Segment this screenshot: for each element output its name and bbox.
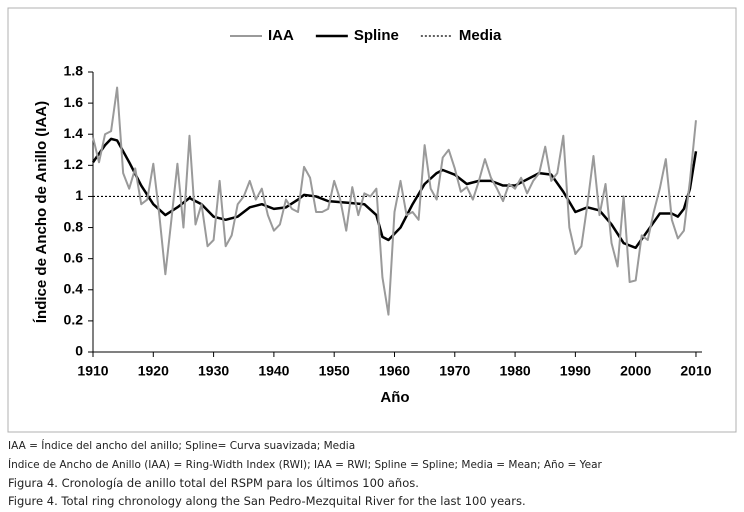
chart-frame xyxy=(7,7,737,433)
y-tick-label: 0.6 xyxy=(64,249,84,265)
x-tick-label: 1930 xyxy=(198,363,229,379)
legend-label: IAA xyxy=(268,27,294,44)
y-tick-label: 0.4 xyxy=(64,280,84,296)
y-tick-label: 0 xyxy=(75,343,83,359)
x-tick-label: 1940 xyxy=(258,363,289,379)
x-tick-label: 1950 xyxy=(319,363,350,379)
y-axis-title: Índice de Ancho de Anillo (IAA) xyxy=(33,101,50,323)
series-line xyxy=(91,137,698,250)
caption-note: IAA = Índice del ancho del anillo; Splin… xyxy=(8,440,356,452)
x-tick-label: 1910 xyxy=(77,363,108,379)
x-tick-label: 1980 xyxy=(500,363,531,379)
legend-label: Media xyxy=(459,27,502,44)
y-tick-label: 1.4 xyxy=(64,125,84,141)
y-tick-label: 1.8 xyxy=(64,63,84,79)
x-tick-label: 1970 xyxy=(439,363,470,379)
caption-title: Figure 4. Total ring chronology along th… xyxy=(8,494,526,508)
y-tick-label: 1 xyxy=(75,187,83,203)
caption-title: Figura 4. Cronología de anillo total del… xyxy=(8,476,419,490)
x-axis-title: Año xyxy=(380,389,409,406)
x-tick-label: 2010 xyxy=(680,363,711,379)
chart: Año Índice de Ancho de Anillo (IAA) 0 0.2… xyxy=(7,7,737,433)
series-line xyxy=(92,86,697,316)
y-tick-label: 1.2 xyxy=(64,156,84,172)
y-tick-label: 1.6 xyxy=(64,94,84,110)
x-tick-label: 1960 xyxy=(379,363,410,379)
x-tick-label: 1920 xyxy=(138,363,169,379)
y-tick-label: 0.8 xyxy=(64,218,84,234)
caption-note: Índice de Ancho de Anillo (IAA) = Ring-W… xyxy=(8,459,602,471)
x-tick-label: 2000 xyxy=(620,363,651,379)
y-tick-label: 0.2 xyxy=(64,312,84,328)
x-tick-label: 1990 xyxy=(560,363,591,379)
legend-label: Spline xyxy=(354,27,399,44)
